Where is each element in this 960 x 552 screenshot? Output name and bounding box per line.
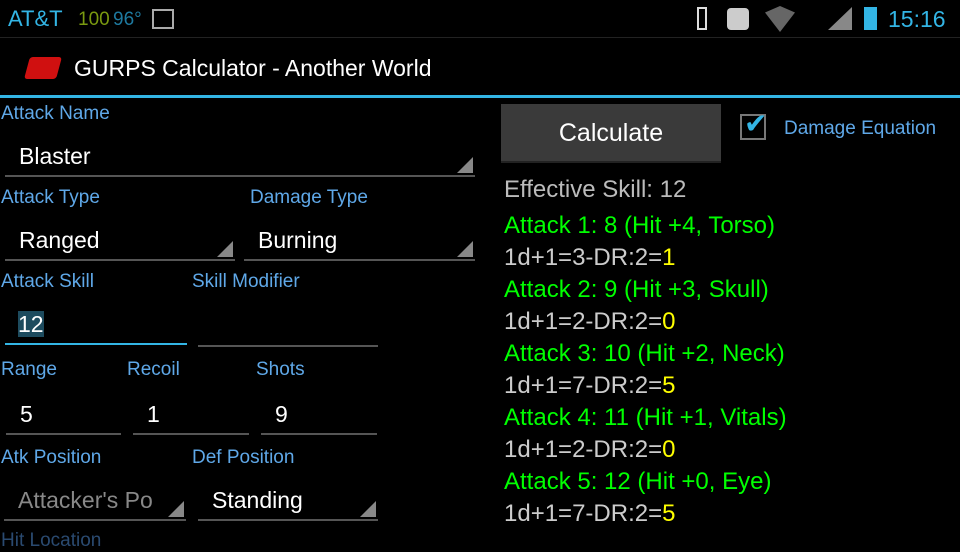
damage-equation-label: Damage Equation — [784, 118, 937, 139]
attack-skill-value: 12 — [18, 311, 44, 337]
attack-damage: 1d+1=2-DR:2=0 — [504, 436, 675, 464]
action-bar-divider — [0, 95, 960, 98]
damage-equation: 1d+1=2-DR:2= — [504, 436, 663, 463]
damage-type-label: Damage Type — [250, 187, 368, 208]
action-bar: GURPS Calculator - Another World — [0, 39, 960, 95]
calculate-button[interactable]: Calculate — [501, 104, 721, 163]
damage-equation: 1d+1=3-DR:2= — [504, 244, 663, 271]
recoil-input[interactable]: 1 — [133, 393, 249, 435]
dice-icon — [24, 57, 62, 79]
damage-result: 5 — [662, 500, 676, 527]
damage-result: 0 — [662, 436, 676, 463]
shots-input[interactable]: 9 — [261, 393, 377, 435]
damage-result: 5 — [662, 372, 676, 399]
attack-title: Attack 5: 12 (Hit +0, Eye) — [504, 468, 772, 495]
shots-value: 9 — [275, 401, 288, 427]
attack-title: Attack 3: 10 (Hit +2, Neck) — [504, 340, 785, 367]
recoil-label: Recoil — [127, 359, 180, 380]
clock: 15:16 — [888, 6, 946, 32]
def-position-spinner[interactable]: Standing — [198, 479, 378, 521]
damage-type-spinner[interactable]: Burning — [244, 219, 475, 261]
attack-title: Attack 1: 8 (Hit +4, Torso) — [504, 212, 775, 239]
attack-type-label: Attack Type — [1, 187, 100, 208]
attack-type-value: Ranged — [19, 227, 100, 253]
hit-location-label: Hit Location — [1, 530, 102, 551]
skill-modifier-input[interactable] — [198, 305, 378, 347]
range-input[interactable]: 5 — [6, 393, 121, 435]
attack-name-label: Attack Name — [1, 103, 110, 124]
checkmark-icon: ✔ — [744, 108, 768, 139]
damage-equation: 1d+1=7-DR:2= — [504, 500, 663, 527]
atk-position-placeholder: Attacker's Po — [18, 487, 153, 513]
atk-position-label: Atk Position — [1, 447, 102, 468]
attack-damage: 1d+1=2-DR:2=0 — [504, 308, 675, 336]
image-icon — [152, 9, 174, 29]
attack-damage: 1d+1=7-DR:2=5 — [504, 500, 675, 528]
range-label: Range — [1, 359, 57, 380]
attack-damage: 1d+1=7-DR:2=5 — [504, 372, 675, 400]
signal-icon — [828, 7, 852, 30]
status-bar: AT&T 100 96° 15:16 — [0, 0, 960, 38]
range-value: 5 — [20, 401, 33, 427]
damage-equation: 1d+1=7-DR:2= — [504, 372, 663, 399]
damage-equation-checkbox[interactable]: ✔ — [740, 108, 767, 140]
shots-label: Shots — [256, 359, 305, 380]
app-title: GURPS Calculator - Another World — [74, 55, 432, 81]
attack-title: Attack 4: 11 (Hit +1, Vitals) — [504, 404, 787, 431]
damage-result: 1 — [662, 244, 676, 271]
alarm-icon — [727, 8, 749, 30]
attack-skill-label: Attack Skill — [1, 271, 94, 292]
damage-result: 0 — [662, 308, 676, 335]
attack-name-value: Blaster — [19, 143, 91, 169]
vibrate-icon — [697, 7, 707, 30]
skill-modifier-label: Skill Modifier — [192, 271, 300, 292]
attack-type-spinner[interactable]: Ranged — [5, 219, 235, 261]
def-position-value: Standing — [212, 487, 303, 513]
damage-type-value: Burning — [258, 227, 338, 253]
recoil-value: 1 — [147, 401, 160, 427]
atk-position-spinner[interactable]: Attacker's Po — [4, 479, 186, 521]
damage-equation: 1d+1=2-DR:2= — [504, 308, 663, 335]
attack-damage: 1d+1=3-DR:2=1 — [504, 244, 675, 272]
battery-level: 100 — [78, 9, 110, 30]
carrier: AT&T — [8, 6, 63, 31]
effective-skill: Effective Skill: 12 — [504, 176, 687, 203]
def-position-label: Def Position — [192, 447, 295, 468]
battery-icon — [864, 7, 877, 30]
attack-skill-input[interactable]: 12 — [5, 303, 187, 345]
attack-name-spinner[interactable]: Blaster — [5, 135, 475, 177]
wifi-icon — [765, 6, 795, 32]
temperature: 96° — [113, 9, 142, 30]
attack-title: Attack 2: 9 (Hit +3, Skull) — [504, 276, 769, 303]
